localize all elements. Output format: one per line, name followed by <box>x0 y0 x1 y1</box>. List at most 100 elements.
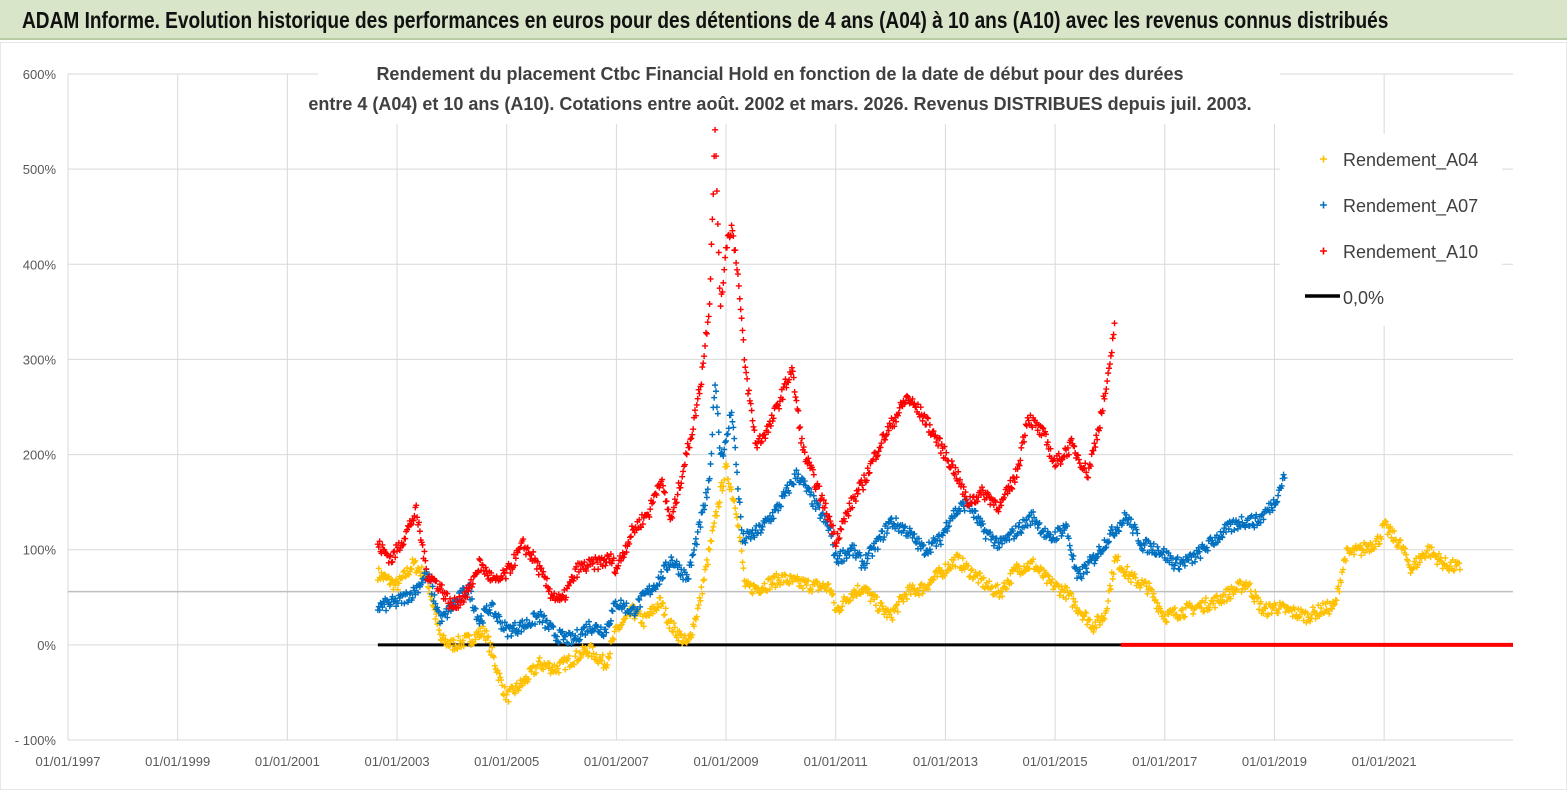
a10-marker <box>1102 390 1109 397</box>
a10-marker <box>738 315 745 322</box>
a04-marker <box>546 660 553 667</box>
a10-marker <box>883 431 890 438</box>
a10-marker <box>801 449 808 456</box>
a07-marker <box>1053 535 1060 542</box>
chart-area: - 100% 0% 100% 200% 300% 400% 500% 600% 01/01/1… <box>0 42 1567 790</box>
a10-marker <box>743 369 750 376</box>
a07-marker <box>623 600 630 607</box>
a10-marker <box>821 504 828 511</box>
a04-marker <box>1035 568 1042 575</box>
a10-marker <box>702 342 709 349</box>
a04-marker <box>1115 553 1122 560</box>
a04-marker <box>1123 568 1130 575</box>
a04-marker <box>853 592 860 599</box>
a04-marker <box>767 576 774 583</box>
a04-marker <box>1030 556 1037 563</box>
a10-marker <box>392 554 399 561</box>
a07-marker <box>758 526 765 533</box>
a07-marker <box>848 545 855 552</box>
a04-marker <box>1237 578 1244 585</box>
a10-marker <box>413 502 420 509</box>
a07-marker <box>515 628 522 635</box>
a10-marker <box>698 381 705 388</box>
a07-marker <box>790 481 797 488</box>
a04-marker <box>747 580 754 587</box>
a04-marker <box>486 648 493 655</box>
a04-marker <box>968 567 975 574</box>
a10-marker <box>874 452 881 459</box>
a07-marker <box>926 546 933 553</box>
a07-marker <box>586 623 593 630</box>
a10-marker <box>1029 424 1036 431</box>
a04-marker <box>426 584 433 591</box>
a10-marker <box>734 271 741 278</box>
a10-marker <box>1044 439 1051 446</box>
a04-marker <box>1063 584 1070 591</box>
a07-marker <box>1042 525 1049 532</box>
a04-marker <box>912 591 919 598</box>
a10-marker <box>465 588 472 595</box>
a04-marker <box>1198 604 1205 611</box>
a07-marker <box>415 589 422 596</box>
a10-marker <box>917 404 924 411</box>
a04-marker <box>1093 624 1100 631</box>
a07-marker <box>944 527 951 534</box>
a04-marker <box>394 586 401 593</box>
a07-marker <box>406 590 413 597</box>
a04-marker <box>732 505 739 512</box>
a04-marker <box>879 603 886 610</box>
a10-marker <box>628 533 635 540</box>
a07-marker <box>428 591 435 598</box>
a07-marker <box>1030 508 1037 515</box>
a04-marker <box>1443 562 1450 569</box>
a10-marker <box>886 420 893 427</box>
a07-marker <box>1231 527 1238 534</box>
a10-marker <box>707 275 714 282</box>
a07-marker <box>1196 548 1203 555</box>
a04-marker <box>970 574 977 581</box>
a07-marker <box>1052 528 1059 535</box>
a10-marker <box>1105 370 1112 377</box>
a04-marker <box>828 587 835 594</box>
a07-marker <box>506 624 513 631</box>
a07-marker <box>945 523 952 530</box>
a10-marker <box>735 282 742 289</box>
a10-marker <box>744 375 751 382</box>
a10-marker <box>873 453 880 460</box>
a04-marker <box>708 538 715 545</box>
a04-marker <box>867 598 874 605</box>
a10-marker <box>926 421 933 428</box>
a07-marker <box>508 632 515 639</box>
a04-marker <box>1312 615 1319 622</box>
a07-marker <box>1083 565 1090 572</box>
a07-marker <box>766 512 773 519</box>
a10-marker <box>962 489 969 496</box>
a04-marker <box>1350 551 1357 558</box>
a07-marker <box>702 489 709 496</box>
a10-marker <box>1106 361 1113 368</box>
a07-marker <box>1018 529 1025 536</box>
a10-marker <box>719 288 726 295</box>
a07-marker <box>1273 499 1280 506</box>
x-tick-label: 01/01/1999 <box>145 754 210 769</box>
a04-marker <box>774 580 781 587</box>
a07-marker <box>602 626 609 633</box>
a04-marker <box>593 651 600 658</box>
a04-marker <box>1181 613 1188 620</box>
a07-marker <box>1270 496 1277 503</box>
a07-marker <box>688 562 695 569</box>
a04-marker <box>497 674 504 681</box>
a10-marker <box>671 496 678 503</box>
a10-marker <box>693 401 700 408</box>
a10-marker <box>595 566 602 573</box>
a04-marker <box>1260 610 1267 617</box>
a04-marker <box>702 566 709 573</box>
a10-marker <box>1087 463 1094 470</box>
y-tick-label: 300% <box>23 352 57 367</box>
a07-marker <box>637 603 644 610</box>
a10-marker <box>809 466 816 473</box>
a07-marker <box>1116 528 1123 535</box>
a10-marker <box>736 295 743 302</box>
a04-marker <box>930 576 937 583</box>
a10-marker <box>714 221 721 228</box>
